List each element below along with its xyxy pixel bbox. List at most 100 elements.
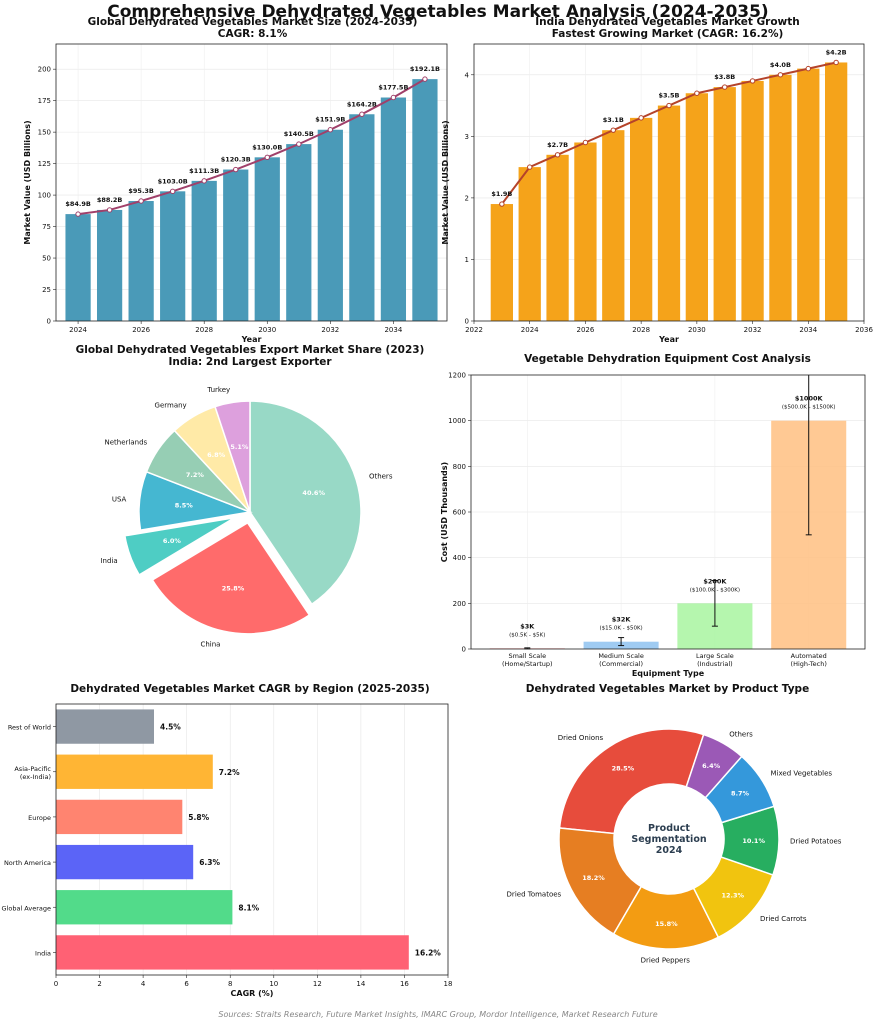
p2-trend-point (833, 59, 839, 66)
p2-bar (797, 68, 820, 321)
p6-donut-slice (558, 827, 643, 936)
p4-ytick-label: 800 (453, 463, 466, 471)
p4-xtick-label: (Home/Startup) (502, 660, 553, 668)
p3-pie-category-label: Others (369, 472, 393, 480)
p2-bar (657, 105, 681, 321)
p2-bar (490, 204, 513, 321)
p4-value-label: $3K (520, 622, 535, 630)
p1-data-label: $88.2B (97, 196, 123, 204)
p1-ytick-label: 125 (38, 160, 51, 168)
p3-pie-category-label: India (100, 557, 117, 565)
p3-pie-category-label: China (200, 641, 220, 649)
p1-bar (65, 214, 91, 321)
p3-pie-pct-label: 7.2% (186, 471, 205, 479)
p2-trend-point (777, 72, 784, 78)
p1-ytick-label: 150 (38, 129, 51, 137)
p5-ytick-label: Asia-Pacific (14, 765, 51, 773)
p3-title: Global Dehydrated Vegetables Export Mark… (40, 344, 460, 368)
p2-trend-point (554, 152, 561, 158)
p1-axes-frame (55, 43, 448, 322)
p2-trend-point (610, 127, 616, 133)
p6-donut-category-label: Mixed Vegetables (771, 770, 833, 778)
p3-pie-slice (151, 521, 311, 635)
p2-subtitle: Fastest Growing Market (CAGR: 16.2%) (551, 28, 784, 40)
p6-donut-slice (685, 733, 743, 799)
p1-trend-point (359, 111, 365, 117)
p1-xtick-label: 2030 (258, 326, 276, 334)
p5-bar (56, 709, 154, 744)
p6-donut-pct-label: 8.7% (731, 789, 750, 797)
p1-data-label: $177.5B (378, 84, 408, 92)
p5-ytick-label: (ex-India) (20, 773, 51, 781)
p3-pie-pct-label: 6.8% (207, 451, 226, 459)
p2-ylabel: Market Value (USD Billions) (441, 120, 450, 244)
p1-bar (412, 79, 438, 322)
p4-ytick-label: 600 (453, 509, 466, 517)
p3-pie-pct-label: 40.6% (302, 489, 325, 497)
p2-bar (741, 80, 764, 321)
p4-range-label: ($15.0K - $50K) (599, 626, 642, 632)
p2-bar (518, 167, 541, 321)
p1-trend-point (296, 141, 302, 147)
p2-trend-point (694, 90, 700, 96)
p4-ytick-label: 1200 (448, 372, 466, 380)
p6-donut-category-label: Dried Tomatoes (507, 890, 562, 898)
p5-ytick-label: Rest of World (8, 724, 51, 732)
p3-pie-pct-label: 5.1% (230, 443, 249, 451)
p2-xtick-label: 2034 (799, 326, 817, 334)
p6-donut-category-label: Dried Carrots (760, 915, 807, 923)
p6-title-line: Dehydrated Vegetables Market by Product … (525, 683, 810, 695)
p1-trend-point (327, 127, 334, 133)
p5-bar (56, 935, 409, 970)
p1-xtick-label: 2028 (195, 326, 213, 334)
p1-trend-point (233, 166, 239, 173)
p1-trend-point (106, 207, 113, 213)
p3-pie-pct-label: 6.0% (163, 537, 182, 545)
p1-trend-point (264, 154, 270, 161)
p5-title: Dehydrated Vegetables Market CAGR by Reg… (40, 683, 460, 695)
p3-pie-category-label: Netherlands (105, 439, 148, 447)
p6-donut-category-label: Dried Potatoes (790, 837, 842, 845)
p3-title-line: Global Dehydrated Vegetables Export Mark… (75, 344, 425, 356)
p6-donut-pct-label: 12.3% (721, 891, 744, 899)
p4-xtick-label: Large Scale (696, 652, 734, 660)
p5-value-label: 16.2% (415, 948, 442, 957)
p3-subtitle: India: 2nd Largest Exporter (168, 356, 332, 368)
p4-xtick-label: Small Scale (508, 652, 546, 660)
p5-ytick-label: Europe (28, 814, 51, 822)
p2-trend-point (805, 65, 811, 72)
p5-xtick-label: 10 (269, 980, 278, 988)
p6-donut-pct-label: 15.8% (655, 920, 678, 928)
p6-donut-pct-label: 28.5% (612, 764, 635, 772)
p2-bar (602, 130, 625, 321)
p1-ytick-label: 175 (38, 97, 51, 105)
p2-data-label: $3.5B (659, 92, 680, 100)
p2-ytick-label: 2 (465, 194, 469, 202)
p2-trend-point (499, 201, 505, 207)
p2-bar (769, 74, 792, 322)
p4-title: Vegetable Dehydration Equipment Cost Ana… (470, 353, 865, 365)
p3-pie-category-label: Turkey (206, 386, 230, 394)
p1-data-label: $140.5B (284, 130, 314, 138)
p2-data-label: $3.1B (603, 116, 624, 124)
source-note: Sources: Straits Research, Future Market… (218, 1010, 658, 1019)
p4-ytick-label: 400 (453, 554, 466, 562)
p3-pie-slice (214, 400, 251, 513)
p2-xlabel: Year (658, 335, 679, 344)
p2-ytick-label: 4 (465, 71, 470, 79)
p5-bar (56, 844, 194, 880)
p2-trend-point (666, 102, 672, 109)
p1-bar (160, 191, 186, 321)
p4-title-line: Vegetable Dehydration Equipment Cost Ana… (524, 353, 811, 365)
p2-data-label: $4.2B (826, 48, 847, 56)
p6-center-text: Product (648, 823, 690, 834)
p2-bar (574, 142, 597, 321)
p2-trend-point (638, 115, 644, 121)
p1-trend-point (75, 211, 81, 217)
p1-data-label: $84.9B (65, 200, 91, 208)
p4-xtick-label: Automated (791, 652, 827, 660)
p5-xtick-label: 14 (356, 980, 365, 988)
p6-center-text: Segmentation (631, 834, 706, 845)
p1-xtick-label: 2024 (69, 326, 87, 334)
p2-ytick-label: 1 (465, 256, 469, 264)
